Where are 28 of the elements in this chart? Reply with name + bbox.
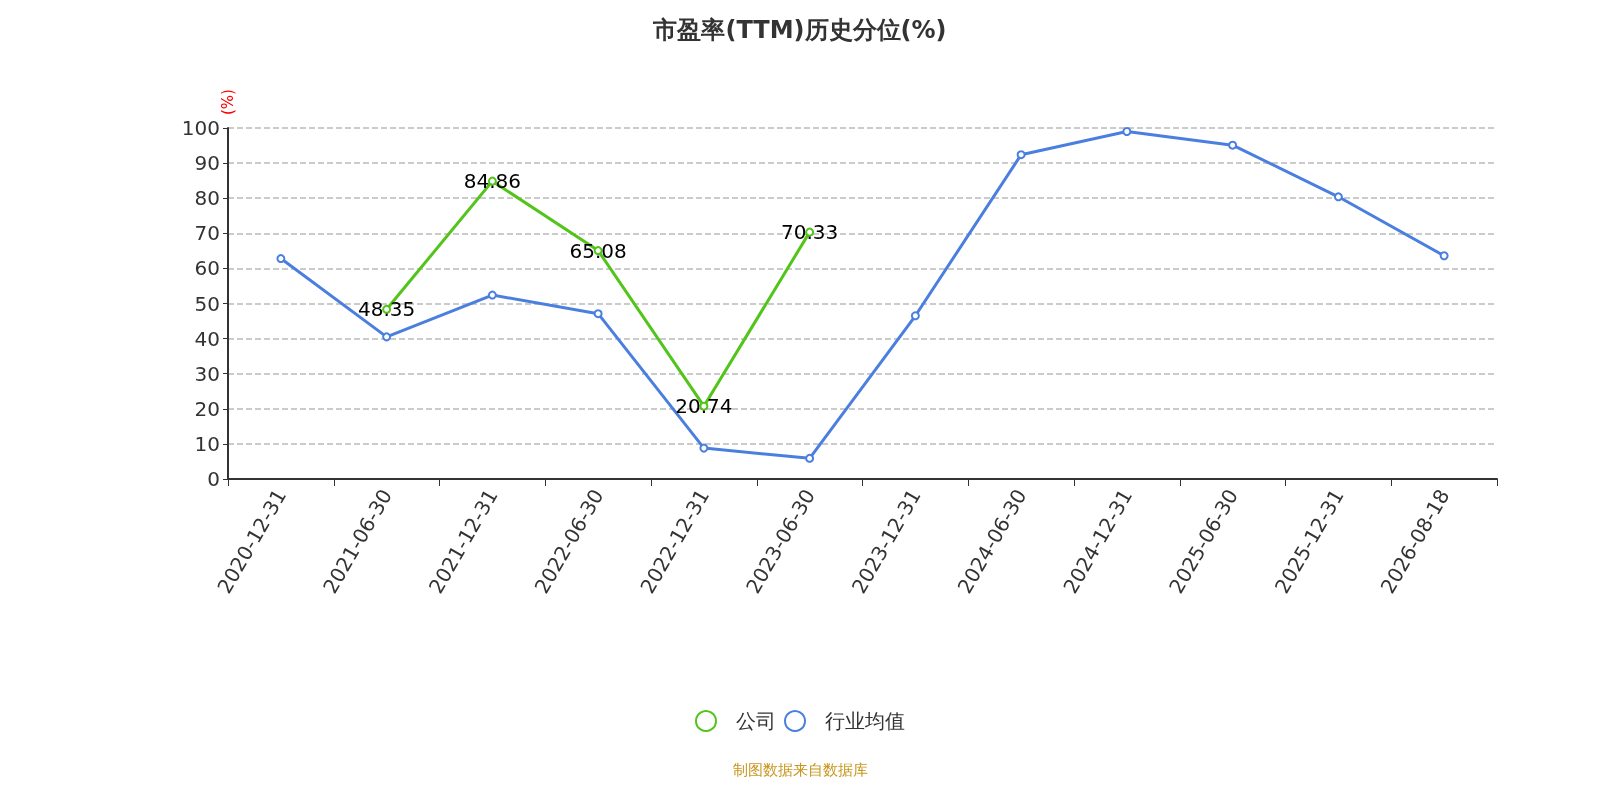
y-tick-label: 80: [194, 186, 220, 211]
point: [699, 443, 709, 453]
y-tick-label: 10: [194, 431, 220, 456]
point: [382, 332, 392, 342]
y-tick-label: 100: [181, 116, 220, 140]
point: [1333, 192, 1343, 202]
y-tick-label: 0: [207, 467, 220, 491]
point: [593, 309, 603, 319]
y-tick-label: 50: [194, 291, 220, 316]
legend-label: 行业均值: [825, 709, 905, 733]
y-tick-label: 20: [194, 396, 220, 421]
y-tick-label: 70: [194, 221, 220, 246]
legend-label: 公司: [736, 709, 776, 733]
chart-title: 市盈率(TTM)历史分位(%): [652, 16, 947, 44]
y-tick-label: 30: [194, 361, 220, 386]
y-tick-label: 60: [194, 256, 220, 281]
text: 制图数据来自数据库: [732, 760, 868, 779]
point: [1439, 251, 1449, 261]
point: [1122, 127, 1132, 137]
point: [1228, 140, 1238, 150]
point: [487, 290, 497, 300]
y-axis-title: (%): [219, 89, 237, 116]
point: [805, 453, 815, 463]
point: [910, 311, 920, 321]
y-tick-label: 90: [194, 151, 220, 176]
point: [276, 254, 286, 264]
y-tick-label: 40: [194, 326, 220, 351]
point: [1016, 150, 1026, 160]
